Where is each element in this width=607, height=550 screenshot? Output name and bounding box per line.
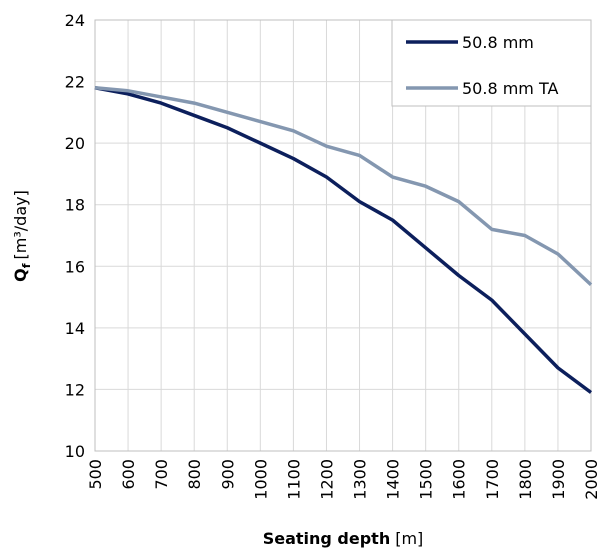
x-label-unit: [m]	[395, 529, 423, 548]
x-tick-label: 1400	[384, 459, 403, 500]
y-tick-label: 18	[65, 196, 85, 215]
x-tick-label: 1000	[251, 459, 270, 500]
x-tick-label: 1500	[417, 459, 436, 500]
x-tick-label: 800	[185, 459, 204, 490]
x-tick-label: 1800	[516, 459, 535, 500]
y-tick-label: 24	[65, 11, 85, 30]
y-tick-label: 12	[65, 380, 85, 399]
y-tick-label: 14	[65, 319, 85, 338]
y-label-sub: f	[20, 263, 33, 268]
y-tick-label: 16	[65, 257, 85, 276]
x-tick-label: 700	[152, 459, 171, 490]
plot-border	[94, 19, 592, 452]
legend-box	[391, 19, 592, 107]
y-label-bold: Q	[11, 268, 30, 282]
x-tick-label: 1200	[317, 459, 336, 500]
x-tick-label: 900	[218, 459, 237, 490]
y-label-unit: [m³/day]	[11, 190, 30, 259]
y-axis-label: Qf [m³/day]	[11, 190, 33, 282]
x-tick-label: 1100	[284, 459, 303, 500]
x-label-bold: Seating depth	[263, 529, 391, 548]
legend-label: 50.8 mm TA	[462, 79, 559, 98]
legend-label: 50.8 mm	[462, 33, 534, 52]
x-tick-label: 600	[119, 459, 138, 490]
y-tick-label: 20	[65, 134, 85, 153]
x-tick-label: 500	[86, 459, 105, 490]
line	[94, 86, 593, 394]
x-axis-label: Seating depth [m]	[263, 529, 424, 548]
x-tick-label: 1600	[450, 459, 469, 500]
x-tick-label: 1700	[483, 459, 502, 500]
x-tick-label: 2000	[582, 459, 601, 500]
x-tick-label: 1900	[549, 459, 568, 500]
y-tick-label: 10	[65, 442, 85, 461]
x-tick-label: 1300	[351, 459, 370, 500]
line	[94, 85, 593, 287]
y-tick-label: 22	[65, 73, 85, 92]
